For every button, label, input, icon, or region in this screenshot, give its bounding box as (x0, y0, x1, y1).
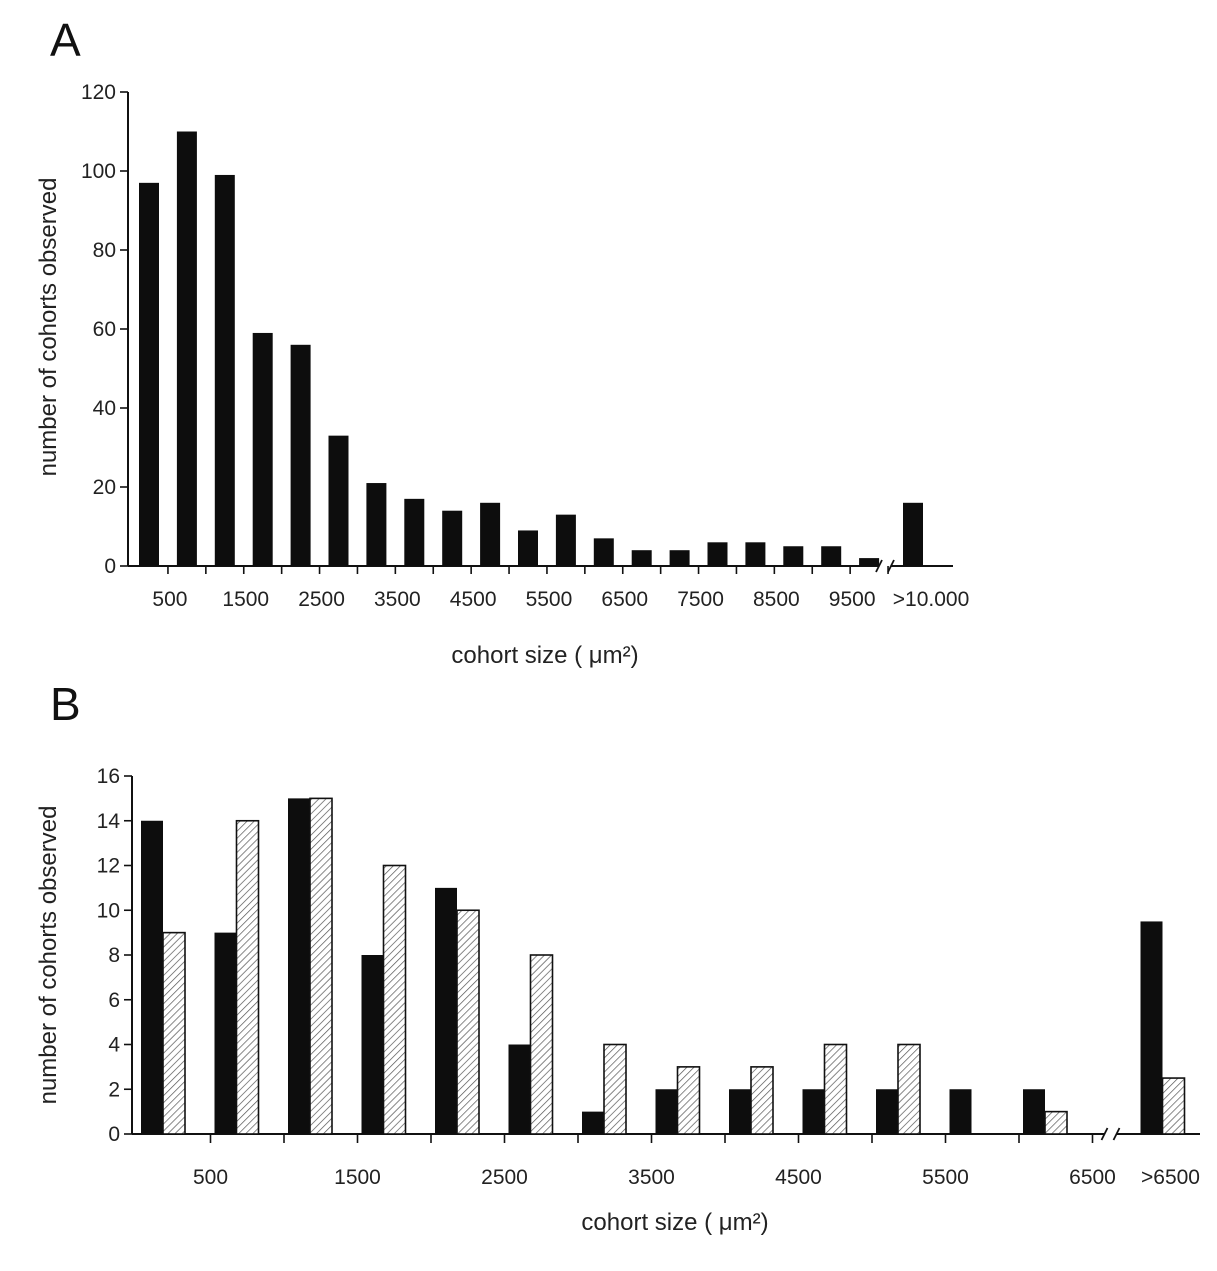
panel-b-bar-hatched (1161, 1077, 1186, 1135)
panel-b-y-tick-label: 12 (97, 855, 120, 878)
panel-a-x-tick-label: 5500 (526, 588, 573, 611)
panel-b-bar-hatched (529, 954, 554, 1135)
panel-b-plot-area: 0 2 4 6 8 10 12 14 16 500 1500 2500 3500 4500 5500 6500… (97, 765, 1200, 1189)
panel-a-bar (555, 514, 576, 566)
panel-b-x-tick-label: 500 (193, 1166, 228, 1189)
panel-a-letter: A (50, 14, 81, 66)
panel-b-bar-hatched (750, 1066, 774, 1135)
panel-a-x-tick-label: 2500 (298, 588, 345, 611)
panel-b-bar-solid (361, 955, 384, 1134)
panel-a-bar (745, 542, 766, 566)
panel-b-y-tick-label: 14 (97, 810, 121, 833)
panel-b-bar-hatched (676, 1066, 701, 1135)
panel-b-x-tick-label: 3500 (628, 1166, 675, 1189)
panel-b-bar-solid (949, 1089, 972, 1134)
panel-b: B number of cohorts observed cohort size… (35, 678, 1200, 1236)
panel-a-bar (366, 483, 387, 566)
panel-a-y-tick-label: 0 (104, 555, 116, 578)
panel-b-bar-hatched (897, 1043, 921, 1135)
panel-a-plot-area: 0 20 40 60 80 100 120 500 1500 2500 3500 4500 5500 65… (81, 81, 969, 611)
panel-a-bar (442, 510, 463, 566)
panel-a-bar (631, 550, 652, 566)
panel-b-y-tick-label: 2 (108, 1078, 120, 1101)
panel-b-bar-solid (141, 820, 163, 1134)
panel-b-bar-hatched (603, 1043, 627, 1135)
panel-a-x-tick-label: 3500 (374, 588, 421, 611)
panel-b-bar-hatched (162, 931, 186, 1135)
panel-b-bar-solid (729, 1089, 751, 1134)
panel-b-axis-break (1100, 1127, 1121, 1141)
panel-a-y-axis-title: number of cohorts observed (35, 178, 62, 477)
panel-b-y-tick-label: 4 (108, 1034, 120, 1057)
panel-b-bar-hatched (309, 797, 333, 1135)
panel-a-bar (518, 530, 538, 566)
panel-a-x-tick-label: 4500 (450, 588, 497, 611)
panel-a-x-tick-label: 7500 (677, 588, 724, 611)
panel-a-bar (783, 546, 804, 566)
panel-b-bar-solid (508, 1044, 531, 1134)
panel-b-y-tick-label: 0 (108, 1123, 120, 1146)
panel-a-bar (139, 182, 159, 566)
panel-a-y-tick-label: 120 (81, 81, 116, 104)
panel-a-bar (669, 550, 690, 566)
panel-b-y-tick-label: 10 (97, 899, 120, 922)
panel-b-x-tick-label: >6500 (1141, 1166, 1200, 1189)
panel-b-bar-solid (582, 1111, 604, 1134)
panel-a-bar (328, 435, 349, 566)
panel-a-bar (707, 542, 728, 566)
panel-a-x-tick-label: 9500 (829, 588, 876, 611)
panel-b-y-tick-label: 8 (108, 944, 120, 967)
panel-a-bar (290, 344, 311, 566)
panel-b-bar-solid (655, 1089, 678, 1134)
panel-b-x-tick-label: 2500 (481, 1166, 528, 1189)
panel-a-y-tick-label: 100 (81, 160, 116, 183)
panel-b-bar-hatched (823, 1043, 848, 1135)
panel-b-bar-hatched (456, 909, 480, 1135)
panel-b-y-axis-title: number of cohorts observed (35, 806, 62, 1105)
panel-b-x-tick-label: 5500 (922, 1166, 969, 1189)
panel-b-x-tick-label: 1500 (334, 1166, 381, 1189)
panel-b-bar-solid (214, 932, 237, 1134)
panel-b-bar-solid (1140, 921, 1163, 1134)
panel-b-bar-solid (802, 1089, 825, 1134)
panel-a-y-tick-label: 40 (93, 397, 116, 420)
panel-b-x-tick-label: 6500 (1069, 1166, 1116, 1189)
panel-a-x-tick-label: 6500 (601, 588, 648, 611)
panel-a-y-tick-label: 20 (93, 476, 116, 499)
panel-a-bar (176, 131, 197, 566)
panel-b-bar-hatched (1044, 1110, 1068, 1135)
panel-a-x-tick-label: 1500 (222, 588, 269, 611)
panel-a: A number of cohorts observed cohort size… (35, 14, 969, 669)
panel-b-bar-hatched (235, 819, 260, 1135)
panel-a-bar (404, 498, 425, 566)
panel-b-y-tick-label: 16 (97, 765, 120, 788)
panel-b-bar-solid (288, 798, 310, 1134)
panel-a-bar (480, 502, 501, 566)
panel-a-y-tick-label: 60 (93, 318, 116, 341)
panel-a-y-tick-label: 80 (93, 239, 116, 262)
panel-b-y-tick-label: 6 (108, 989, 120, 1012)
panel-b-x-tick-label: 4500 (775, 1166, 822, 1189)
panel-b-bar-solid (876, 1089, 898, 1134)
panel-a-bar (859, 558, 880, 566)
panel-a-x-tick-label: 500 (152, 588, 187, 611)
panel-a-x-tick-label: 8500 (753, 588, 800, 611)
panel-a-bar (593, 538, 614, 566)
panel-b-bar-hatched (382, 864, 407, 1135)
panel-b-x-axis-title: cohort size ( μm²) (581, 1209, 768, 1236)
panel-b-letter: B (50, 678, 81, 730)
panel-b-bar-solid (1023, 1089, 1045, 1134)
panel-a-bar (821, 546, 842, 566)
panel-a-bar (214, 174, 235, 566)
panel-a-bar (252, 332, 273, 566)
panel-a-x-tick-label: >10.000 (893, 588, 970, 611)
panel-b-bar-solid (435, 887, 457, 1134)
panel-a-x-axis-title: cohort size ( μm²) (451, 642, 638, 669)
panel-a-bar (903, 502, 923, 566)
